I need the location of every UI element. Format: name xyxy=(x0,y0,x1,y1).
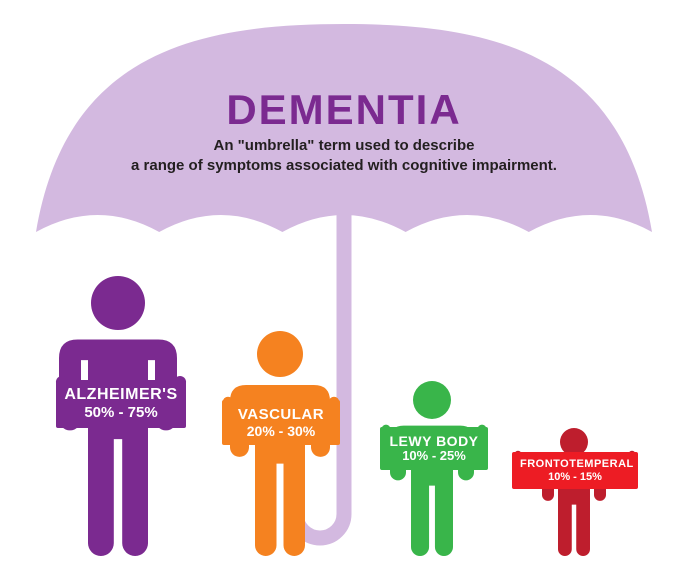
figure-frontotemporal xyxy=(542,428,606,556)
sign-lewy-body: LEWY BODY10% - 25% xyxy=(380,427,488,470)
sign-vascular: VASCULAR20% - 30% xyxy=(222,400,340,445)
subtitle-line-1: An "umbrella" term used to describe xyxy=(214,137,475,154)
sign-label: ALZHEIMER'S xyxy=(64,386,178,404)
subtitle-line-2: a range of symptoms associated with cogn… xyxy=(131,157,557,174)
sign-percent: 20% - 30% xyxy=(230,423,332,439)
umbrella-title: DEMENTIA xyxy=(0,86,688,134)
sign-label: VASCULAR xyxy=(230,406,332,423)
umbrella-subtitle: An "umbrella" term used to describe a ra… xyxy=(0,136,688,177)
sign-label: LEWY BODY xyxy=(388,433,480,449)
sign-percent: 10% - 25% xyxy=(388,449,480,464)
sign-frontotemporal: FRONTOTEMPERAL10% - 15% xyxy=(512,452,638,489)
sign-label: FRONTOTEMPERAL xyxy=(520,458,630,471)
sign-alzheimers: ALZHEIMER'S50% - 75% xyxy=(56,380,186,428)
sign-percent: 10% - 15% xyxy=(520,471,630,484)
sign-percent: 50% - 75% xyxy=(64,404,178,421)
